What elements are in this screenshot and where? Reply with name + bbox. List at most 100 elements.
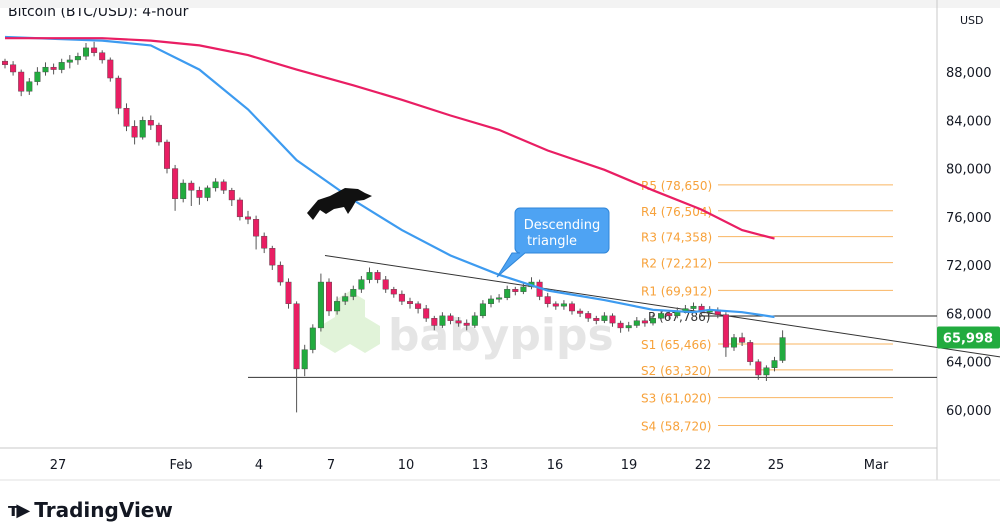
candle-body	[658, 313, 665, 319]
candle-body	[212, 181, 219, 189]
fast-moving-average-line	[4, 35, 775, 319]
candle-body	[277, 264, 284, 283]
candle	[609, 313, 616, 327]
candle-body	[301, 349, 308, 370]
x-tick-label: Feb	[169, 458, 192, 473]
candle	[593, 315, 600, 325]
candle	[585, 311, 592, 322]
candle	[374, 269, 381, 284]
candle	[42, 62, 49, 76]
candle	[512, 286, 519, 296]
last-price-label: 65,998	[943, 332, 993, 347]
candle-body	[91, 47, 98, 53]
candle-body	[722, 314, 729, 348]
candle-body	[326, 281, 333, 312]
candle	[520, 283, 527, 295]
candle-body	[115, 77, 122, 109]
candle	[771, 356, 778, 372]
candle-body	[309, 327, 316, 350]
slow-moving-average-line	[5, 37, 775, 240]
candle-body	[374, 272, 381, 280]
candle-body	[147, 120, 154, 126]
pivot-level-label: R5 (78,650)	[641, 179, 712, 193]
y-tick-label: 72,000	[946, 259, 992, 274]
candle	[650, 314, 657, 326]
callout-descending-triangle: Descending triangle	[496, 207, 610, 278]
candle-body	[617, 322, 624, 329]
candle-body	[236, 199, 243, 218]
candle-body	[739, 337, 746, 343]
candle-body	[2, 60, 8, 65]
pivot-level-label: R2 (72,212)	[641, 257, 712, 271]
candle	[698, 303, 705, 316]
candle-body	[447, 315, 454, 321]
y-tick-label: 60,000	[946, 404, 992, 419]
x-tick-label: 27	[50, 458, 67, 473]
candle	[66, 55, 73, 69]
candle	[326, 278, 333, 316]
candle-body	[763, 367, 770, 376]
candle	[552, 301, 559, 310]
candle	[544, 292, 551, 308]
tradingview-logo-icon: ᴛ▶	[8, 499, 30, 521]
candle	[342, 292, 349, 305]
candle-body	[155, 124, 162, 143]
candle	[10, 61, 17, 76]
candle-body	[650, 318, 657, 324]
candle-body	[99, 52, 106, 61]
candle	[115, 75, 122, 115]
candle	[107, 57, 114, 82]
candle	[317, 273, 324, 332]
descending-trendline	[324, 254, 1000, 358]
candle-body	[244, 216, 251, 220]
callout-text: triangle	[527, 234, 577, 249]
candle	[423, 304, 430, 322]
candle-body	[317, 281, 324, 329]
brand-name: TradingView	[34, 498, 173, 522]
x-tick-label: Mar	[864, 458, 889, 473]
candle	[82, 43, 89, 60]
candle-body	[42, 66, 49, 73]
candle-body	[58, 62, 65, 70]
candle	[269, 245, 276, 270]
candle-body	[569, 303, 576, 312]
candle-body	[512, 289, 519, 292]
candle-body	[407, 301, 414, 304]
candle-body	[479, 303, 486, 317]
candle-body	[585, 313, 592, 319]
candle	[18, 69, 25, 97]
candle	[536, 279, 543, 301]
candle-body	[139, 120, 146, 138]
candle	[91, 41, 98, 57]
candle-body	[463, 322, 470, 326]
candle-body	[415, 303, 422, 309]
x-tick-label: 4	[255, 458, 263, 473]
candle-body	[188, 182, 195, 191]
candle-body	[285, 281, 292, 304]
currency-label: USD	[960, 14, 984, 27]
y-tick-label: 80,000	[946, 163, 992, 178]
x-tick-label: 13	[472, 458, 489, 473]
candle-body	[779, 337, 786, 361]
candle-body	[82, 47, 89, 57]
candle-body	[66, 59, 73, 63]
candle	[26, 78, 33, 95]
candle	[617, 320, 624, 333]
candle	[560, 300, 567, 310]
candle	[455, 317, 462, 327]
candle	[488, 295, 495, 308]
pivot-level-label: S2 (63,320)	[641, 364, 711, 378]
candle	[504, 285, 511, 301]
tradingview-logo[interactable]: ᴛ▶ TradingView	[8, 498, 173, 522]
candle-body	[431, 318, 438, 326]
candle-body	[471, 315, 478, 326]
pivot-level-label: R3 (74,358)	[641, 231, 712, 245]
candle-body	[455, 320, 462, 324]
candle	[641, 318, 648, 327]
candle	[779, 330, 786, 363]
candle	[334, 296, 341, 315]
candle-body	[26, 81, 33, 92]
y-tick-label: 68,000	[946, 307, 992, 322]
candle-body	[593, 318, 600, 321]
